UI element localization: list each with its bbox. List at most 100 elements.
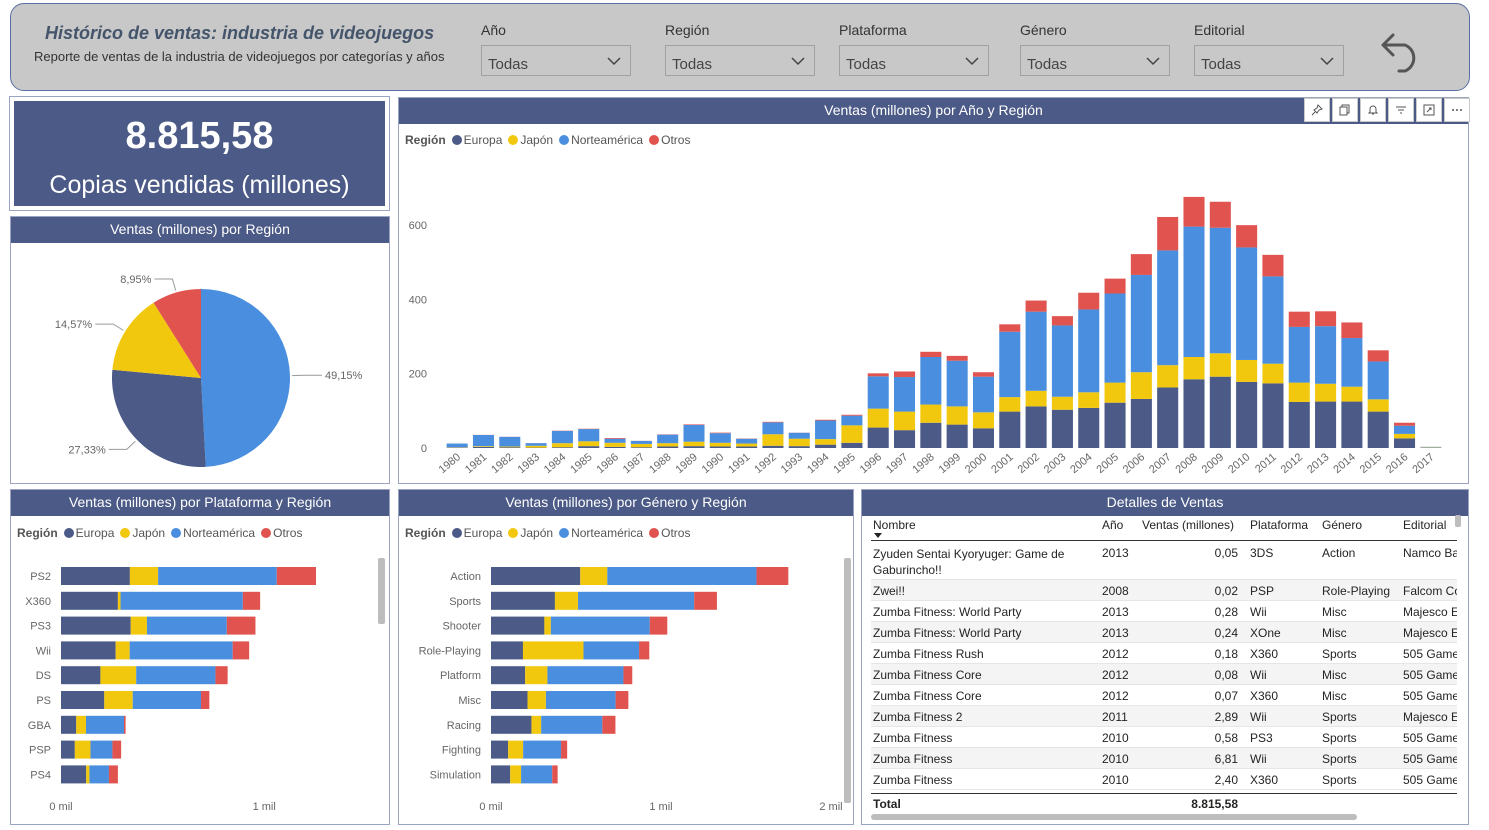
column-header-ventas[interactable]: Ventas (millones) <box>1142 518 1235 532</box>
hbar-segment[interactable] <box>129 641 233 660</box>
hbar-segment[interactable] <box>615 691 629 709</box>
year-bar-segment[interactable] <box>604 446 626 448</box>
year-bar-segment[interactable] <box>1130 372 1152 399</box>
year-bar-segment[interactable] <box>1315 311 1337 327</box>
year-bar-segment[interactable] <box>972 372 994 377</box>
year-bar-segment[interactable] <box>1341 401 1363 448</box>
year-bar-segment[interactable] <box>1367 361 1389 400</box>
year-bar-segment[interactable] <box>841 442 863 448</box>
year-bar-segment[interactable] <box>630 443 652 448</box>
hbar-segment[interactable] <box>694 591 717 610</box>
year-bar-segment[interactable] <box>657 443 679 447</box>
year-bar-segment[interactable] <box>604 438 626 439</box>
year-bar-segment[interactable] <box>1025 300 1047 312</box>
year-bar-segment[interactable] <box>946 355 968 361</box>
legend-item[interactable]: Europa <box>463 526 503 540</box>
pie-slice-otros[interactable] <box>153 289 201 378</box>
year-bar-segment[interactable] <box>867 376 889 409</box>
hbar-segment[interactable] <box>215 666 228 685</box>
year-bar-segment[interactable] <box>1183 226 1205 357</box>
year-bar-segment[interactable] <box>1262 383 1284 448</box>
year-bar-segment[interactable] <box>1420 446 1442 448</box>
legend-item[interactable]: Europa <box>463 133 503 147</box>
column-header-genero[interactable]: Género <box>1322 518 1363 532</box>
year-bar-segment[interactable] <box>499 446 521 448</box>
table-row[interactable]: Zumba Fitness: World Party 2013 0,28 Wii Mis… <box>871 601 1457 622</box>
year-bar-segment[interactable] <box>578 441 600 447</box>
year-bar-segment[interactable] <box>1341 338 1363 387</box>
hbar-segment[interactable] <box>491 740 509 759</box>
focus-icon[interactable] <box>1416 98 1442 122</box>
hbar-segment[interactable] <box>74 740 91 759</box>
hbar-segment[interactable] <box>104 691 133 709</box>
year-bar-segment[interactable] <box>946 406 968 425</box>
year-bar-segment[interactable] <box>762 421 784 423</box>
year-bar-segment[interactable] <box>946 424 968 448</box>
year-bar-segment[interactable] <box>1078 309 1100 393</box>
year-bar-segment[interactable] <box>788 446 810 448</box>
hbar-segment[interactable] <box>623 666 633 685</box>
hbar-segment[interactable] <box>146 616 227 635</box>
year-bar-segment[interactable] <box>1183 357 1205 380</box>
hbar-segment[interactable] <box>491 715 532 734</box>
hbar-segment[interactable] <box>756 567 789 585</box>
hbar-segment[interactable] <box>61 591 118 610</box>
table-v-scrollbar[interactable] <box>1455 515 1461 527</box>
year-bar-segment[interactable] <box>446 443 468 448</box>
year-bar-segment[interactable] <box>1367 411 1389 448</box>
year-bar-segment[interactable] <box>683 424 705 425</box>
legend-item[interactable]: Otros <box>661 526 691 540</box>
hbar-segment[interactable] <box>100 666 137 685</box>
year-bar-segment[interactable] <box>815 420 837 440</box>
hbar-segment[interactable] <box>61 691 105 709</box>
year-bar-segment[interactable] <box>604 438 626 443</box>
year-bar-segment[interactable] <box>1341 386 1363 402</box>
filter-year-dropdown[interactable]: Todas <box>481 45 631 76</box>
year-bar-segment[interactable] <box>551 430 573 444</box>
year-bar-segment[interactable] <box>1157 216 1179 251</box>
year-bar-segment[interactable] <box>946 360 968 407</box>
year-bar-segment[interactable] <box>1367 350 1389 362</box>
year-bar-segment[interactable] <box>1051 396 1073 410</box>
year-bar-segment[interactable] <box>472 446 494 447</box>
hbar-segment[interactable] <box>580 567 608 585</box>
year-bar-segment[interactable] <box>499 447 521 448</box>
hbar-segment[interactable] <box>527 691 546 709</box>
column-header-nombre[interactable]: Nombre <box>873 518 916 532</box>
year-bar-segment[interactable] <box>972 412 994 429</box>
year-bar-segment[interactable] <box>683 446 705 448</box>
year-bar-segment[interactable] <box>1157 365 1179 388</box>
year-bar-segment[interactable] <box>1209 201 1231 228</box>
hbar-segment[interactable] <box>541 715 603 734</box>
year-bar-segment[interactable] <box>736 438 758 444</box>
year-bar-segment[interactable] <box>630 447 652 448</box>
hbar-segment[interactable] <box>61 567 130 585</box>
year-bar-segment[interactable] <box>1183 196 1205 227</box>
year-bar-segment[interactable] <box>1236 225 1258 248</box>
table-row[interactable]: Zumba Fitness 2 2011 2,89 Wii Sports Majesco … <box>871 706 1457 727</box>
year-bar-segment[interactable] <box>788 432 810 439</box>
year-bar-segment[interactable] <box>815 439 837 445</box>
hbar-segment[interactable] <box>117 591 121 610</box>
year-bar-segment[interactable] <box>920 357 942 405</box>
year-bar-segment[interactable] <box>1025 406 1047 448</box>
year-bar-segment[interactable] <box>578 446 600 448</box>
year-bar-segment[interactable] <box>630 440 652 444</box>
hbar-segment[interactable] <box>508 740 524 759</box>
year-bar-segment[interactable] <box>1209 353 1231 377</box>
year-bar-segment[interactable] <box>1236 381 1258 448</box>
legend-item[interactable]: Norteamérica <box>183 526 256 540</box>
year-bar-segment[interactable] <box>709 442 731 447</box>
hbar-segment[interactable] <box>583 641 640 660</box>
year-bar-segment[interactable] <box>1394 433 1416 439</box>
hbar-segment[interactable] <box>89 765 109 784</box>
hbar-segment[interactable] <box>85 715 124 734</box>
legend-item[interactable]: Japón <box>520 526 554 540</box>
hbar-segment[interactable] <box>61 715 77 734</box>
year-bar-segment[interactable] <box>472 446 494 448</box>
year-bar-segment[interactable] <box>1157 387 1179 448</box>
hbar-segment[interactable] <box>522 641 584 660</box>
year-bar-segment[interactable] <box>1236 247 1258 360</box>
legend-item[interactable]: Otros <box>273 526 303 540</box>
year-bar-segment[interactable] <box>999 397 1021 412</box>
